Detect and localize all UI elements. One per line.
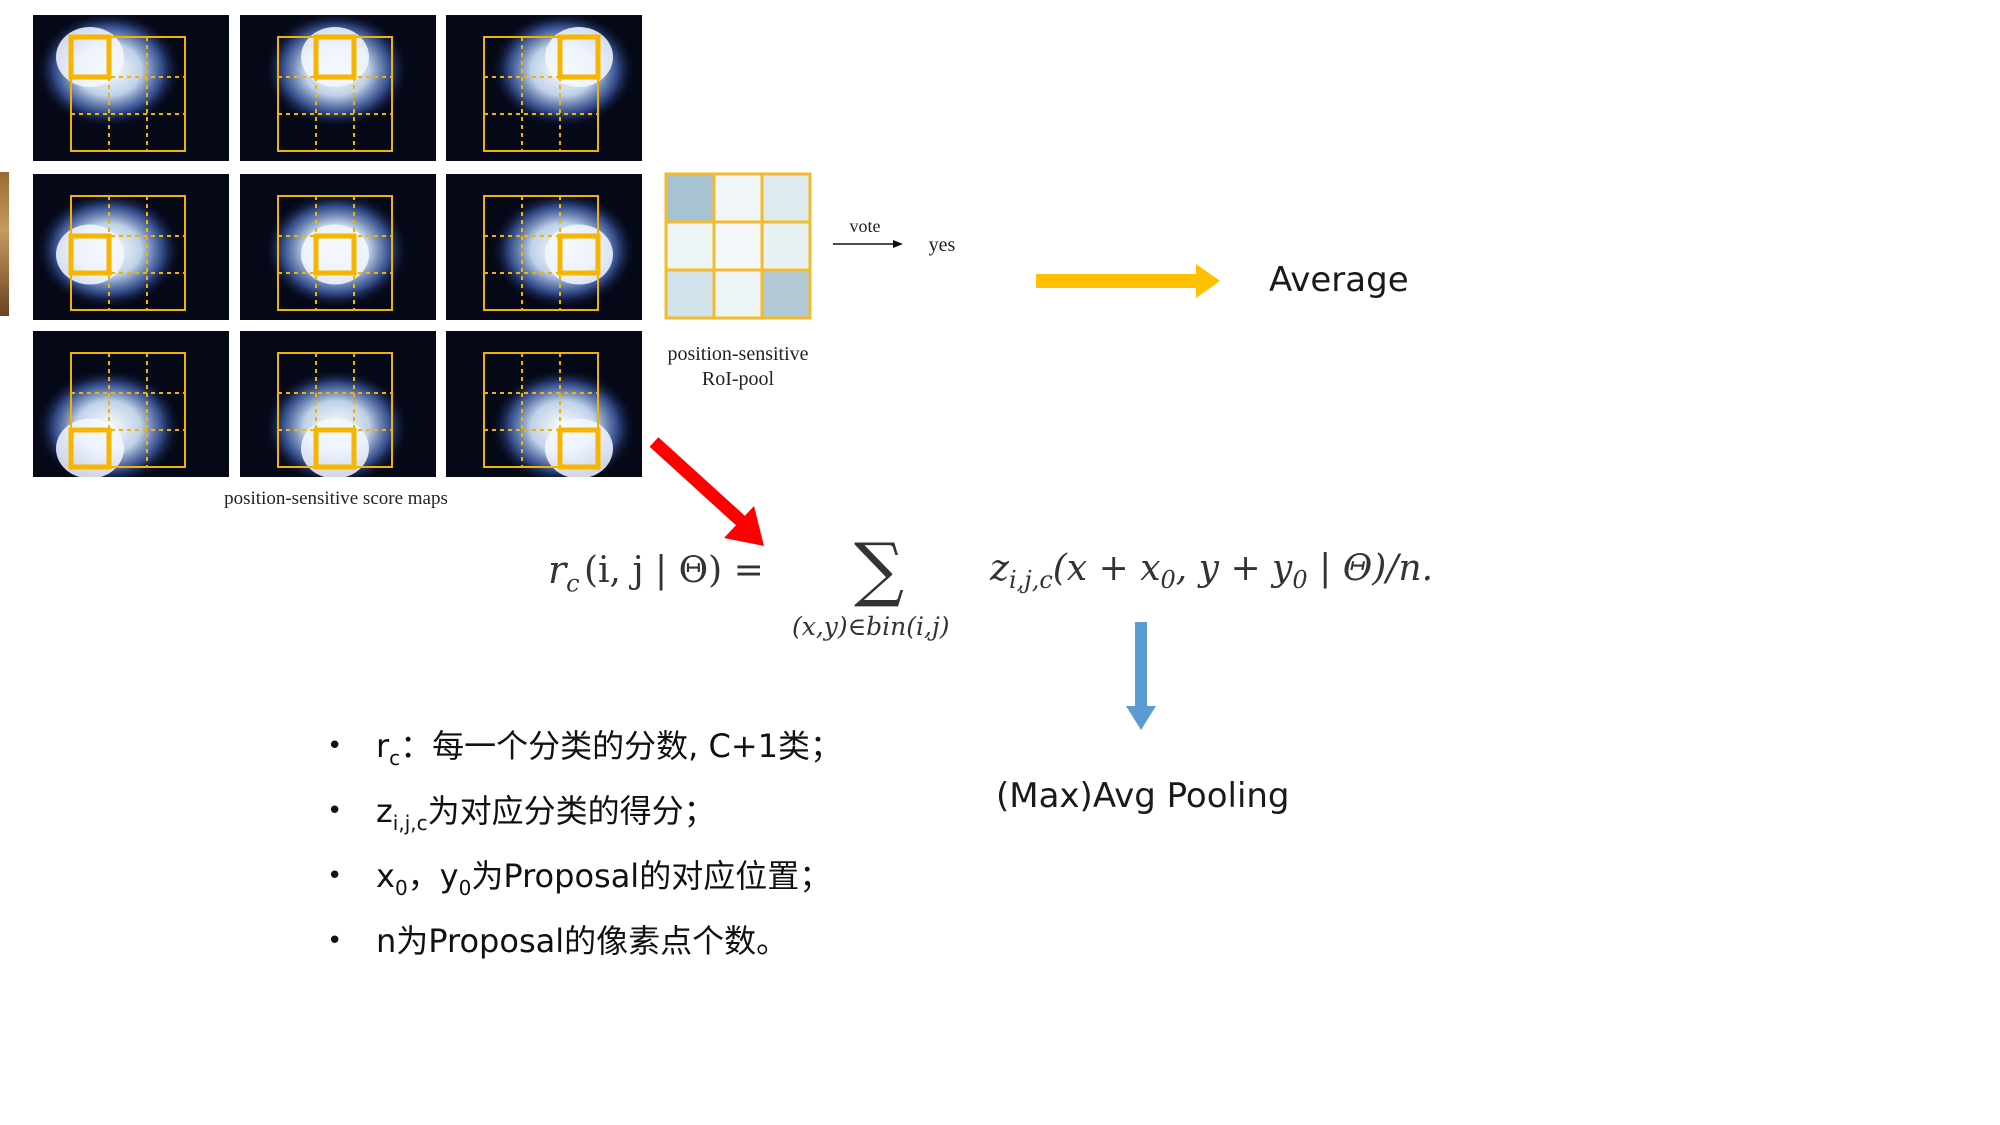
roi-pool-caption-line1: position-sensitive bbox=[667, 343, 809, 365]
highlighted-bin bbox=[557, 34, 601, 80]
bullet-dot: • bbox=[327, 731, 343, 761]
vote-label: vote bbox=[849, 216, 881, 236]
formula-lhs-args: (i, j | Θ) = bbox=[584, 550, 764, 591]
score-map-tile-center bbox=[240, 174, 436, 320]
input-image-edge bbox=[0, 172, 9, 316]
bullet-mid: ，y bbox=[407, 857, 459, 895]
roi-pool-cell bbox=[664, 220, 716, 272]
bullet-dot: • bbox=[327, 926, 343, 956]
list-item: • rc：每一个分类的分数, C+1类； bbox=[322, 722, 842, 787]
highlighted-bin bbox=[68, 233, 112, 276]
formula-rhs-args: (x + x bbox=[1052, 548, 1161, 589]
bullet-sub: 0 bbox=[394, 876, 408, 900]
pooling-label: (Max)Avg Pooling bbox=[996, 776, 1290, 816]
vote-arrow bbox=[833, 236, 903, 256]
roi-pool-grid bbox=[662, 170, 814, 326]
list-item: • x0，y0为Proposal的对应位置； bbox=[322, 852, 842, 917]
bullet-main: r bbox=[376, 727, 390, 765]
roi-pool-cell bbox=[664, 268, 716, 320]
bullet-rest: 为Proposal的对应位置； bbox=[471, 857, 832, 895]
score-map-tile-bottom-center bbox=[240, 331, 436, 477]
roi-pool-cell bbox=[760, 172, 812, 224]
score-map-tile-bottom-left bbox=[33, 331, 229, 477]
bullet-main: n为Proposal的像素点个数。 bbox=[376, 922, 789, 960]
formula-rhs: z bbox=[990, 548, 1009, 589]
bullet-rest: 为对应分类的得分； bbox=[427, 792, 716, 830]
roi-pool-cell bbox=[712, 172, 764, 224]
score-map-tile-bottom-right bbox=[446, 331, 642, 477]
formula-sigma: ∑ bbox=[854, 528, 904, 610]
bullet-dot: • bbox=[327, 861, 343, 891]
red-arrow bbox=[646, 434, 774, 554]
score-map-tile-middle-right bbox=[446, 174, 642, 320]
formula-rhs-sub: i,j,c bbox=[1008, 566, 1053, 595]
bullet-sub: i,j,c bbox=[392, 811, 428, 835]
roi-pool-caption-line2: RoI-pool bbox=[701, 368, 775, 390]
highlighted-bin bbox=[68, 427, 112, 470]
bullet-rest: ：每一个分类的分数, C+1类； bbox=[400, 727, 843, 765]
roi-pool-cell bbox=[712, 220, 764, 272]
pooling-arrow bbox=[1124, 622, 1158, 736]
score-maps-caption: position-sensitive score maps bbox=[224, 488, 448, 509]
bullet-sub2: 0 bbox=[458, 876, 472, 900]
average-arrow bbox=[1036, 262, 1222, 304]
formula-x0-sub: 0 bbox=[1160, 566, 1176, 595]
formula-rhs-mid: , y + y bbox=[1175, 548, 1293, 589]
roi-pool-cell bbox=[760, 220, 812, 272]
highlighted-bin bbox=[68, 34, 112, 80]
bullet-main: z bbox=[376, 792, 393, 830]
score-map-tile-top-right bbox=[446, 15, 642, 161]
formula-y0-sub: 0 bbox=[1292, 566, 1308, 595]
highlighted-bin bbox=[557, 233, 601, 276]
definition-list: • rc：每一个分类的分数, C+1类； • zi,j,c为对应分类的得分； • x0… bbox=[322, 722, 842, 982]
formula-lhs: r bbox=[548, 548, 567, 592]
formula-lhs-sub: c bbox=[566, 569, 580, 598]
formula-sum-index: (x,y)∈bin(i,j) bbox=[792, 612, 950, 641]
score-map-tile-top-center bbox=[240, 15, 436, 161]
highlighted-bin bbox=[313, 427, 357, 470]
list-item: • n为Proposal的像素点个数。 bbox=[322, 917, 842, 982]
bullet-dot: • bbox=[327, 796, 343, 826]
average-label: Average bbox=[1269, 260, 1409, 300]
formula-rhs-end: | Θ)/n. bbox=[1307, 548, 1434, 589]
score-map-tile-middle-left bbox=[33, 174, 229, 320]
formula: rc (i, j | Θ) = ∑ (x,y)∈bin(i,j) zi,j,c(… bbox=[548, 528, 1488, 650]
roi-pool-cell bbox=[712, 268, 764, 320]
bullet-main: x bbox=[376, 857, 395, 895]
bullet-sub: c bbox=[389, 746, 401, 770]
vote-result: yes bbox=[928, 234, 956, 256]
highlighted-bin bbox=[313, 34, 357, 80]
score-map-tile-top-left bbox=[33, 15, 229, 161]
highlighted-bin bbox=[557, 427, 601, 470]
roi-pool-cell bbox=[664, 172, 716, 224]
list-item: • zi,j,c为对应分类的得分； bbox=[322, 787, 842, 852]
roi-pool-cell bbox=[760, 268, 812, 320]
highlighted-bin bbox=[313, 233, 357, 276]
